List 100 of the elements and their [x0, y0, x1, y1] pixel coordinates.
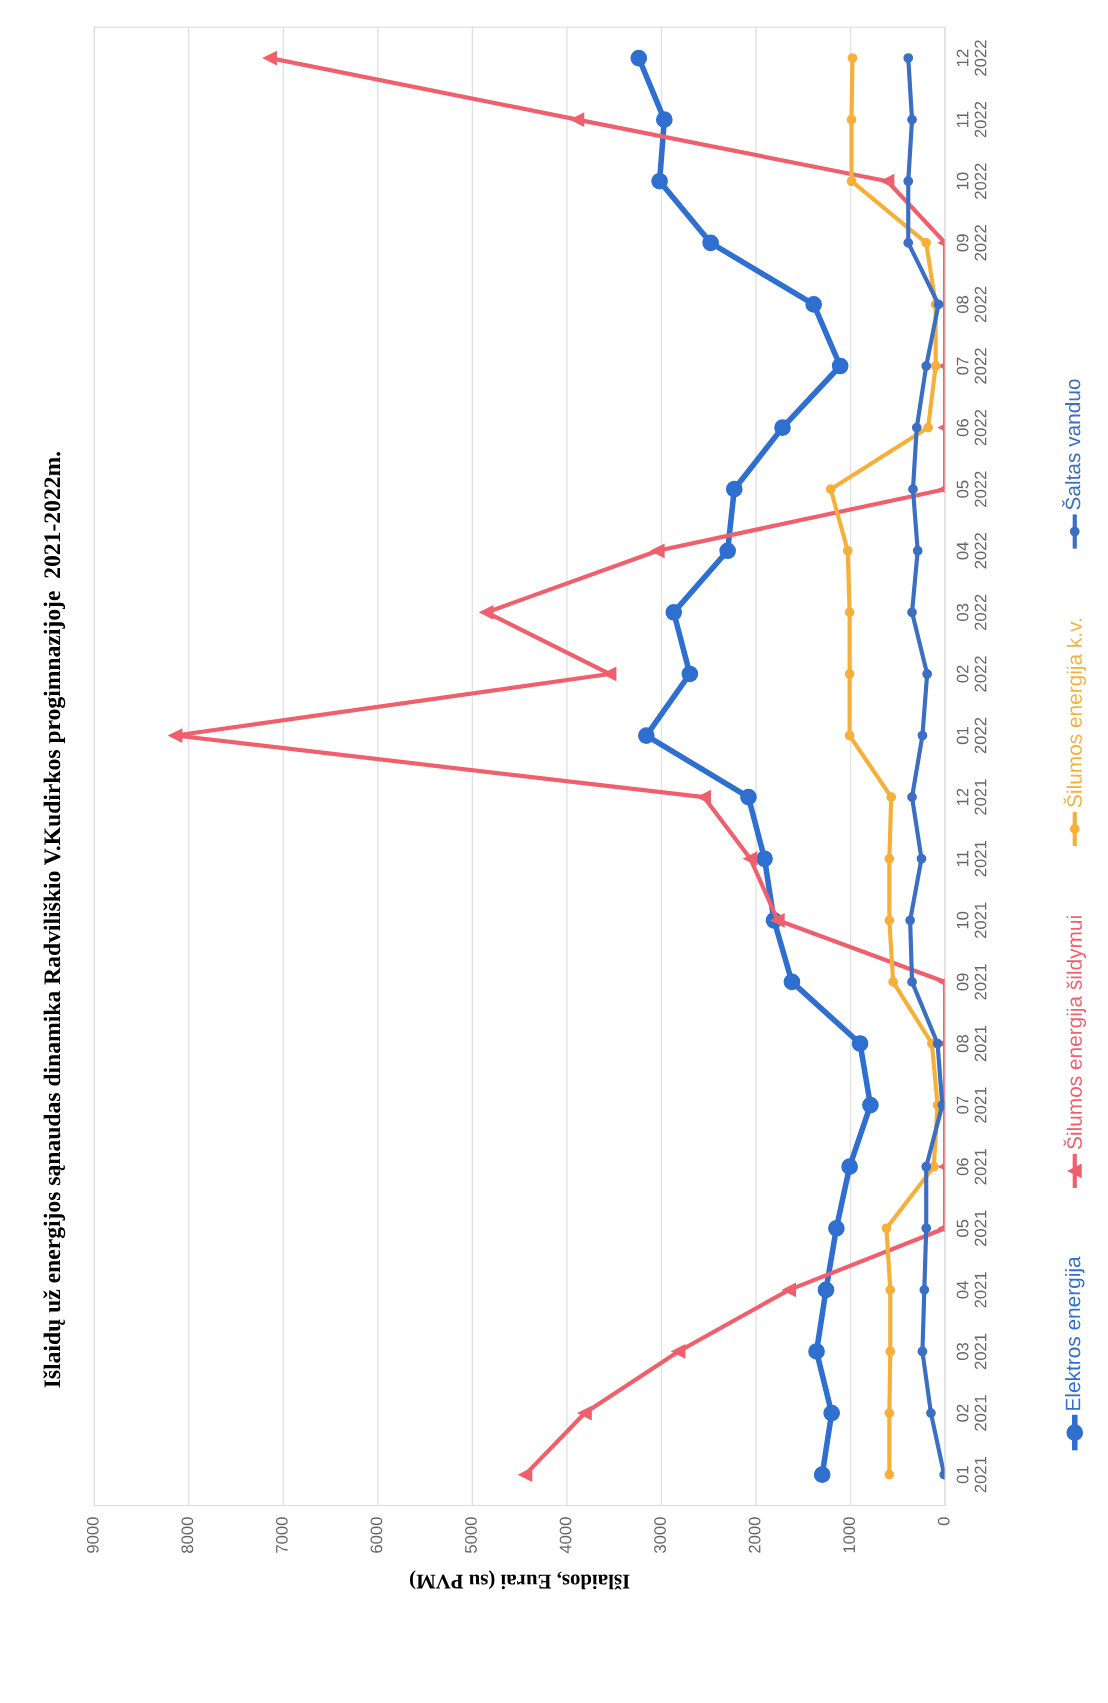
point	[880, 174, 895, 189]
point	[770, 913, 785, 928]
point	[479, 605, 494, 620]
point	[650, 543, 665, 558]
y-tick-label: 01 2021	[956, 1456, 987, 1493]
y-tick-label: 11 2022	[956, 101, 987, 138]
point	[862, 1096, 879, 1114]
point	[846, 114, 857, 125]
y-tick-label: 02 2022	[956, 656, 987, 692]
point	[813, 1466, 831, 1483]
y-tick-label: 05 2021	[956, 1210, 987, 1246]
y-tick-label: 05 2022	[956, 471, 987, 507]
x-tick-label: 9000	[86, 1517, 99, 1553]
x-tick-label: 5000	[465, 1517, 477, 1553]
y-tick-label: 04 2022	[956, 533, 987, 569]
y-tick-label: 12 2022	[956, 40, 987, 76]
point	[817, 1281, 835, 1299]
y-tick-label: 08 2021	[956, 1025, 987, 1062]
y-tick-label: 04 2021	[956, 1272, 987, 1308]
point	[921, 361, 932, 371]
y-tick-label: 09 2022	[956, 225, 987, 261]
point	[805, 296, 823, 313]
point	[921, 1161, 932, 1172]
point	[885, 1285, 896, 1295]
point	[681, 665, 699, 683]
point	[922, 669, 933, 679]
point	[932, 1038, 943, 1049]
x-tick-label: 4000	[559, 1517, 572, 1554]
y-tick-label: 07 2021	[956, 1087, 987, 1123]
point	[916, 853, 927, 864]
point	[808, 1343, 825, 1360]
point	[884, 853, 895, 864]
point	[844, 669, 855, 679]
x-tick-label: 6000	[370, 1517, 383, 1553]
point	[919, 1285, 930, 1295]
point	[671, 1344, 686, 1359]
point	[885, 1346, 896, 1357]
y-tick-label: 12 2021	[956, 779, 987, 815]
text: Elektros energija	[1065, 1256, 1085, 1410]
point	[921, 237, 932, 248]
point	[168, 728, 183, 743]
x-tick-label: 7000	[275, 1517, 288, 1553]
text: Išlaidų už energijos sąnaudas dinamika Radviliškio V.Kudirkos progimnazijoje 2021-2022m.	[43, 451, 66, 1388]
text: Šilumos energija k.v.	[1063, 619, 1087, 807]
point	[740, 788, 757, 806]
point	[725, 480, 743, 498]
y-tick-label: 11 2021	[956, 841, 987, 877]
point	[831, 357, 849, 375]
point	[926, 1408, 936, 1418]
point	[884, 1469, 895, 1480]
point	[844, 730, 855, 741]
point	[842, 545, 853, 556]
y-tick-label: 03 2021	[956, 1333, 987, 1370]
point	[638, 727, 655, 744]
point	[903, 237, 914, 248]
point	[518, 1467, 533, 1482]
point	[655, 111, 673, 128]
y-tick-label: 06 2022	[956, 409, 987, 446]
x-tick-label: 1000	[843, 1517, 856, 1553]
point	[697, 790, 711, 805]
point	[907, 607, 917, 618]
x-tick-label: 8000	[181, 1517, 194, 1553]
y-tick-label: 03 2022	[956, 594, 987, 631]
y-tick-label: 01 2022	[956, 717, 987, 754]
point	[911, 422, 922, 433]
point	[263, 51, 277, 65]
point	[782, 1282, 797, 1297]
x-tick-label: 0	[937, 1517, 950, 1526]
y-tick-label: 06 2021	[956, 1148, 987, 1185]
x-axis-title: Išlaidos, Eurai (su PVM)	[410, 1570, 630, 1590]
point	[844, 607, 855, 618]
point	[881, 1223, 892, 1234]
point	[907, 792, 917, 803]
x-tick-label: 2000	[748, 1517, 761, 1553]
point	[905, 915, 916, 926]
point	[577, 1406, 592, 1421]
point	[665, 604, 683, 621]
point	[903, 176, 914, 187]
point	[903, 53, 914, 63]
point	[888, 977, 898, 987]
point	[912, 545, 923, 556]
point	[908, 484, 918, 495]
point	[743, 851, 758, 866]
point	[783, 973, 801, 991]
y-tick-label: 10 2022	[956, 163, 987, 199]
point	[923, 422, 933, 433]
point	[921, 1223, 932, 1234]
x-tick-label: 3000	[654, 1517, 666, 1553]
point	[851, 1035, 869, 1052]
point	[847, 53, 858, 63]
point	[774, 419, 791, 436]
point	[907, 977, 917, 987]
text: Šaltas vanduo	[1061, 379, 1081, 510]
text: Šilumos energija šildymui	[1063, 916, 1087, 1149]
point	[846, 176, 857, 187]
point	[930, 361, 941, 371]
point	[570, 112, 585, 127]
point	[756, 850, 773, 868]
point	[917, 1346, 928, 1357]
point	[719, 542, 736, 560]
